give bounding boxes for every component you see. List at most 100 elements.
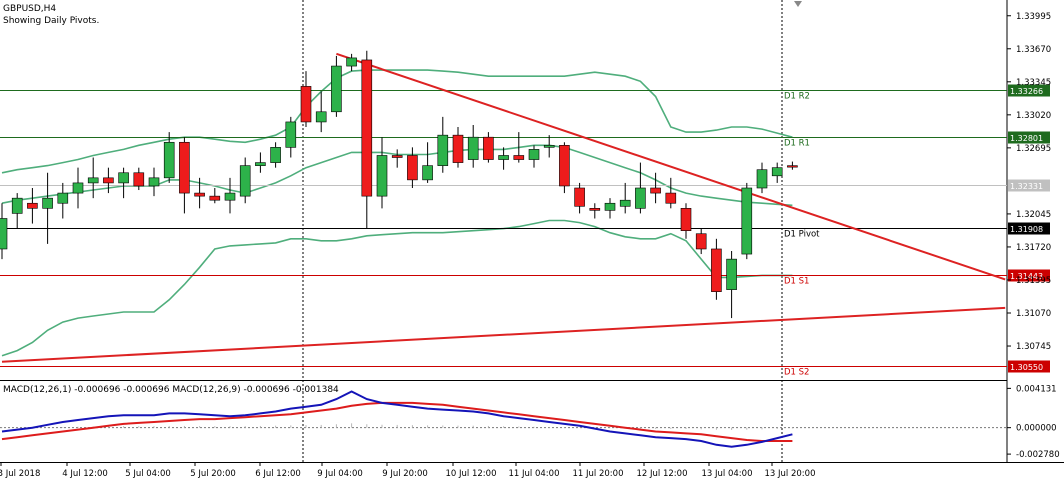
candle-bull <box>604 202 616 211</box>
time-tick-label: 3 Jul 2018 <box>0 469 40 479</box>
candle-bull <box>72 182 84 194</box>
candle-bull <box>528 149 540 160</box>
candle-bull <box>255 162 266 166</box>
candle-bear <box>513 155 525 160</box>
time-tick-label: 9 Jul 20:00 <box>382 469 428 479</box>
candle-bull <box>498 155 509 160</box>
macd-tick-label: 0.004131 <box>1016 384 1057 394</box>
price-tick-label: 1.30745 <box>1016 342 1051 352</box>
time-axis: 3 Jul 2018 4 Jul 12:00 5 Jul 04:00 5 Jul 20… <box>0 462 815 479</box>
time-tick-label: 5 Jul 04:00 <box>125 469 171 479</box>
candle-bull <box>57 192 69 204</box>
candle-bear <box>361 59 373 197</box>
trendline-descending[interactable] <box>336 52 1006 281</box>
candle-bear <box>665 192 677 204</box>
candle-bear <box>391 155 403 158</box>
price-tag-text-d1-r1: 1.32801 <box>1010 134 1043 143</box>
candle-bear <box>711 248 722 292</box>
candle-bull <box>619 199 631 207</box>
candle-bear <box>589 208 601 211</box>
candle-bear <box>179 141 190 194</box>
time-tick-label: 11 Jul 04:00 <box>509 469 560 479</box>
macd-title: MACD(12,26,1) -0.000696 -0.000696 MACD(1… <box>3 385 339 395</box>
candle-bull <box>11 197 23 214</box>
candle-bull <box>467 136 479 160</box>
candle-bull <box>376 155 388 197</box>
pivot-label-d1-r2: D1 R2 <box>784 92 810 102</box>
time-tick-label: 9 Jul 04:00 <box>317 469 363 479</box>
candle-bear <box>574 187 585 207</box>
macd-indicator <box>1 390 793 448</box>
candle-bear <box>300 86 312 123</box>
pivot-label-d1-r1: D1 R1 <box>784 139 810 149</box>
candle-bull <box>331 65 342 113</box>
price-tag-d1-s1 <box>1008 269 1050 282</box>
trendlines[interactable] <box>1 52 1006 363</box>
candle-bear <box>680 208 692 231</box>
pivot-levels: D1 R2 1.33266 D1 R1 1.32801 D1 Pivot 1.31908 D… <box>0 84 1050 378</box>
candle-bull <box>346 57 357 67</box>
time-tick-label: 5 Jul 20:00 <box>190 469 236 479</box>
candle-bull <box>741 187 753 255</box>
candle-bull <box>148 177 160 187</box>
macd-tick-label: -0.002780 <box>1016 450 1060 460</box>
bollinger-upper-line <box>1 69 793 174</box>
price-tick-label: 1.33020 <box>1016 111 1051 121</box>
candle-bull <box>315 111 327 123</box>
candle-bull <box>270 147 281 163</box>
time-tick-label: 13 Jul 04:00 <box>702 469 753 479</box>
candle-bull <box>756 169 768 189</box>
price-tag-d1-r1 <box>1008 131 1050 144</box>
time-tick-label: 4 Jul 12:00 <box>62 469 108 479</box>
candle-bull <box>543 145 555 148</box>
price-axis: 1.33995 1.33670 1.33345 1.33020 1.32695 1.320… <box>1007 12 1051 352</box>
time-tick-label: 11 Jul 20:00 <box>573 469 624 479</box>
candle-bull <box>239 165 251 197</box>
pivot-subtitle: Showing Daily Pivots. <box>3 16 99 26</box>
candle-bear <box>194 192 205 197</box>
candle-bull <box>87 177 99 184</box>
price-tick-label: 1.33995 <box>1016 12 1051 22</box>
price-tick-label: 1.31720 <box>1016 243 1051 253</box>
trendline-ascending[interactable] <box>1 306 1006 363</box>
time-tick-label: 10 Jul 12:00 <box>446 469 497 479</box>
candle-bull <box>224 192 236 201</box>
price-tag-text-d1-s1: 1.31443 <box>1010 272 1043 281</box>
price-tick-label: 1.33345 <box>1016 78 1051 88</box>
candlestick-series <box>0 50 798 319</box>
time-tick-label: 13 Jul 20:00 <box>765 469 816 479</box>
price-tick-label: 1.31070 <box>1016 309 1051 319</box>
candle-bull <box>285 121 297 148</box>
candle-bull <box>118 172 129 184</box>
bid-price-text: 1.32331 <box>1010 182 1043 191</box>
price-tick-label: 1.32045 <box>1016 210 1051 220</box>
price-tag-d1-pivot <box>1008 222 1050 235</box>
pivot-label-d1-pivot: D1 Pivot <box>784 230 820 240</box>
macd-tick-label: 0.000000 <box>1016 424 1057 434</box>
candle-bear <box>650 187 661 194</box>
price-tag-text-d1-pivot: 1.31908 <box>1010 225 1043 234</box>
price-tag-text-d1-r2: 1.33266 <box>1010 87 1043 96</box>
candle-bear <box>133 172 145 187</box>
time-tick-label: 6 Jul 12:00 <box>255 469 301 479</box>
price-tag-text-d1-s2: 1.30550 <box>1010 363 1043 372</box>
candle-bull <box>437 134 449 166</box>
candle-bull <box>42 197 53 209</box>
candle-bull <box>771 167 783 177</box>
pivot-label-d1-s1: D1 S1 <box>784 277 809 287</box>
price-tag-d1-s2 <box>1008 360 1050 373</box>
bollinger-lower-line <box>1 219 793 357</box>
price-tick-label: 1.32695 <box>1016 144 1051 154</box>
candle-bull <box>635 187 646 209</box>
price-tick-label: 1.33670 <box>1016 45 1051 55</box>
bid-price-tag <box>1008 179 1050 192</box>
pivot-label-d1-s2: D1 S2 <box>784 368 809 378</box>
candle-bear <box>209 195 221 201</box>
candle-bear <box>452 134 464 163</box>
chart-shift-marker[interactable] <box>794 1 802 7</box>
candle-bear <box>407 155 418 181</box>
candle-bull <box>726 258 737 290</box>
candle-bear <box>787 165 798 168</box>
